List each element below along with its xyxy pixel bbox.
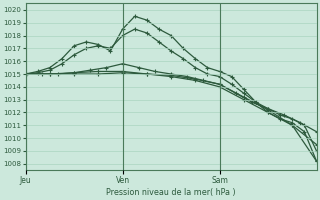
X-axis label: Pression niveau de la mer( hPa ): Pression niveau de la mer( hPa ) [106, 188, 236, 197]
